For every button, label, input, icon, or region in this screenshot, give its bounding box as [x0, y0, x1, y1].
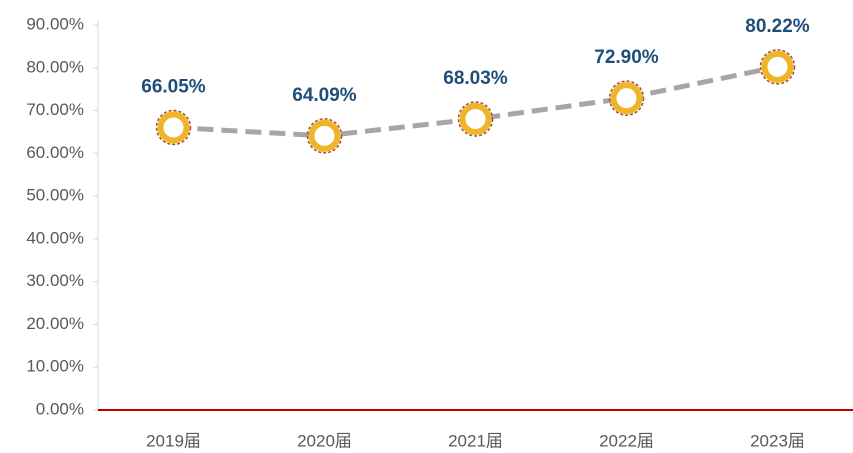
marker-ring — [306, 118, 343, 154]
x-tick-label: 2022届 — [599, 431, 654, 450]
y-tick-label: 70.00% — [26, 100, 84, 119]
marker-ring — [608, 80, 645, 116]
marker — [761, 50, 794, 83]
y-tick-label: 50.00% — [26, 186, 84, 205]
marker — [459, 102, 492, 135]
data-label: 72.90% — [594, 47, 659, 68]
marker-ring — [759, 49, 796, 85]
data-label: 64.09% — [292, 85, 357, 106]
data-label: 66.05% — [141, 76, 206, 97]
x-tick-label: 2019届 — [146, 431, 201, 450]
x-tick-label: 2023届 — [750, 431, 805, 450]
y-tick-label: 90.00% — [26, 14, 84, 33]
y-tick-label: 30.00% — [26, 271, 84, 290]
y-tick-label: 80.00% — [26, 57, 84, 76]
marker-ring — [155, 109, 192, 146]
y-tick-label: 0.00% — [36, 399, 84, 418]
y-tick-label: 20.00% — [26, 314, 84, 333]
marker — [610, 82, 643, 115]
x-tick-label: 2020届 — [297, 431, 352, 450]
data-label: 68.03% — [443, 68, 508, 89]
y-tick-label: 10.00% — [26, 357, 84, 376]
marker-ring — [457, 101, 494, 137]
x-tick-label: 2021届 — [448, 431, 503, 450]
y-tick-label: 40.00% — [26, 228, 84, 247]
marker — [157, 111, 190, 144]
y-tick-label: 60.00% — [26, 143, 84, 162]
marker — [308, 119, 341, 152]
data-label: 80.22% — [745, 16, 810, 37]
